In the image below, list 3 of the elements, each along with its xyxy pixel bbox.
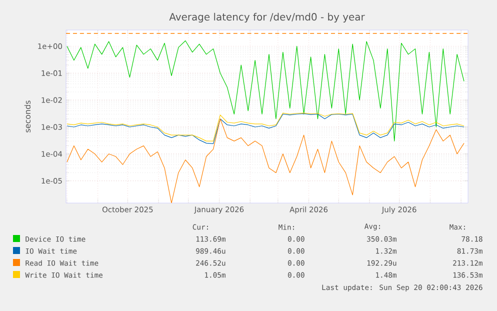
chart-title: Average latency for /dev/md0 - by year xyxy=(169,12,365,23)
line-series xyxy=(66,118,464,204)
line-series xyxy=(66,40,464,142)
